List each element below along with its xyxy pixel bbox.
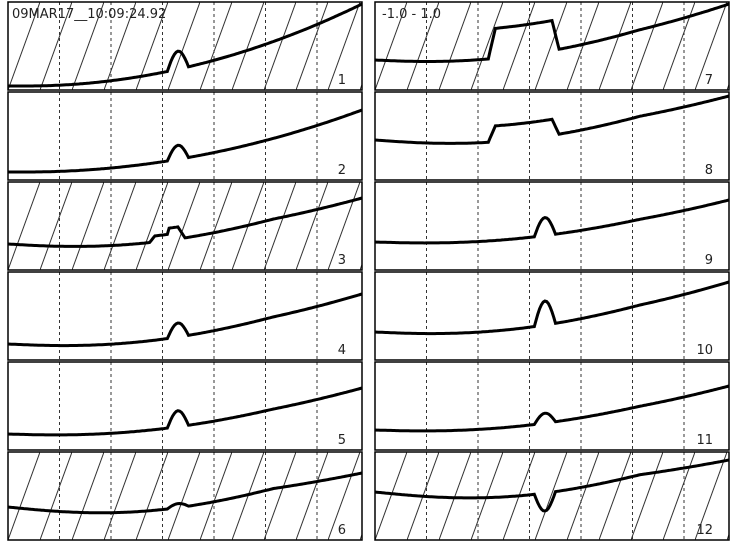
panel-border: [7, 271, 363, 361]
panel-border: [7, 361, 363, 451]
lead-label: 1: [338, 73, 346, 88]
lead-label: 7: [705, 73, 713, 88]
panel-background: [8, 182, 362, 270]
waveform: [8, 2, 363, 88]
panel-background: [8, 452, 362, 540]
panel-background: [375, 362, 729, 450]
waveform: [374, 198, 730, 245]
waveform: [374, 2, 730, 63]
lead-label: 5: [338, 433, 346, 448]
panel-background: [375, 92, 729, 180]
panel-border: [374, 361, 730, 451]
lead-label: 2: [338, 163, 346, 178]
waveform: [7, 292, 363, 348]
lead-panel: 4: [7, 271, 363, 361]
lead-panel: 2: [7, 91, 363, 181]
lead-panel: 7: [374, 1, 730, 91]
lead-label: 12: [696, 523, 713, 538]
waveform: [374, 94, 730, 145]
lead-label: 9: [705, 253, 713, 268]
panel-background: [8, 92, 362, 180]
lead-panel: 6: [7, 451, 363, 541]
lead-panel: 10: [374, 271, 730, 361]
timestamp: 09MAR17__10:09:24.92: [12, 7, 166, 22]
lead-panel: 3: [7, 181, 363, 271]
lead-panel: 5: [7, 361, 363, 451]
lead-panel: 1: [7, 1, 363, 91]
lead-panel: 9: [374, 181, 730, 271]
lead-label: 3: [338, 253, 346, 268]
lead-panel: 11: [374, 361, 730, 451]
panel-border: [7, 181, 363, 271]
panel-background: [8, 362, 362, 450]
lead-label: 4: [338, 343, 346, 358]
waveform: [7, 471, 363, 515]
range: -1.0 - 1.0: [382, 7, 441, 22]
lead-panel: 8: [374, 91, 730, 181]
panel-border: [7, 1, 363, 91]
panel-border: [7, 91, 363, 181]
panel-border: [374, 181, 730, 271]
lead-label: 11: [696, 433, 713, 448]
panel-background: [375, 2, 729, 90]
panel-border: [374, 451, 730, 541]
panel-border: [374, 91, 730, 181]
lead-panel: 12: [374, 451, 730, 541]
lead-label: 8: [705, 163, 713, 178]
waveform: [374, 458, 730, 513]
panel-border: [374, 1, 730, 91]
waveform: [7, 196, 363, 248]
panel-border: [374, 271, 730, 361]
waveform: [8, 108, 363, 174]
panel-background: [8, 2, 362, 90]
waveform: [374, 280, 730, 336]
waveform: [374, 384, 730, 433]
waveform: [7, 386, 363, 437]
panel-border: [7, 451, 363, 541]
lead-label: 6: [338, 523, 346, 538]
lead-label: 10: [696, 343, 713, 358]
